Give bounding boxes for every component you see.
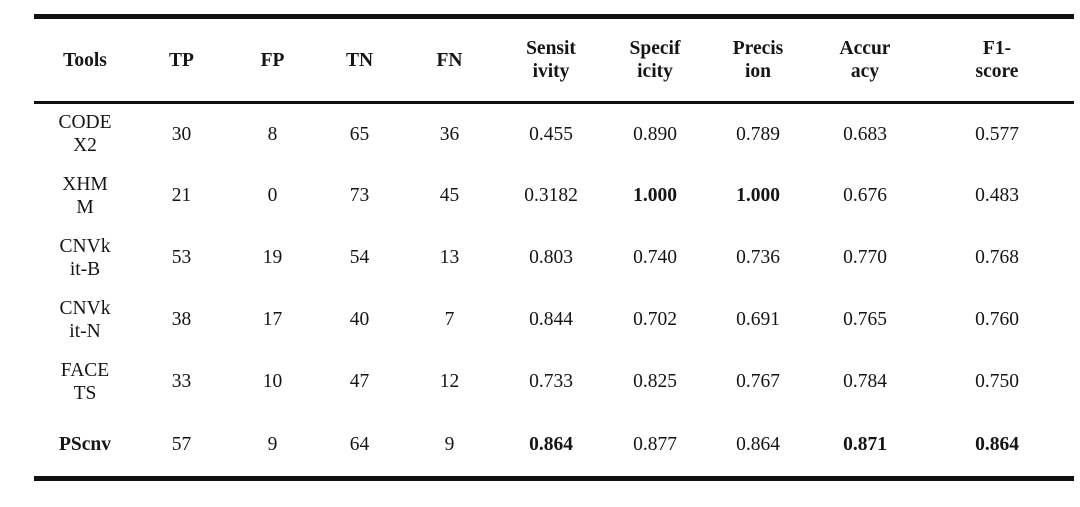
cell-tool: CNVk it-B — [59, 235, 111, 280]
cell-fp: 10 — [262, 371, 283, 392]
cell-tn: 47 — [349, 371, 370, 392]
cell-fp: 19 — [262, 247, 283, 268]
cell-accuracy: 0.676 — [843, 185, 887, 206]
header-tools: Tools — [34, 16, 136, 104]
table-row-cnvkit-n: CNVk it-N 38 17 40 7 0.844 0.702 0.691 0… — [34, 289, 1074, 351]
cell-sensitivity: 0.3182 — [524, 185, 578, 206]
cell-tool: CNVk it-N — [59, 297, 111, 342]
cell-tool: XHM M — [62, 173, 108, 218]
cell-specificity: 0.890 — [633, 123, 677, 145]
header-fn: FN — [401, 16, 498, 104]
cell-sensitivity: 0.455 — [529, 123, 573, 145]
cell-specificity: 0.877 — [633, 433, 677, 455]
table-row-pscnv: PScnv 57 9 64 9 0.864 0.877 0.864 0.871 … — [34, 413, 1074, 479]
cell-tn: 64 — [349, 433, 370, 455]
cell-specificity: 0.702 — [633, 309, 677, 330]
cell-fp: 0 — [267, 185, 278, 206]
cell-tp: 57 — [171, 433, 192, 455]
header-row: Tools TP FP TN FN Sensit ivity Specif ic… — [34, 16, 1074, 104]
cell-f1-score: 0.760 — [975, 309, 1019, 330]
cell-precision: 1.000 — [736, 185, 780, 206]
cell-precision: 0.691 — [736, 309, 780, 330]
cell-fn: 36 — [439, 123, 460, 145]
cell-precision: 0.767 — [736, 371, 780, 392]
header-f1-score: F1- score — [920, 16, 1074, 104]
table-row-xhmm: XHM M 21 0 73 45 0.3182 1.000 1.000 0.67… — [34, 165, 1074, 227]
cell-tp: 33 — [171, 371, 192, 392]
cell-fp: 8 — [267, 123, 278, 145]
cell-specificity: 0.825 — [633, 371, 677, 392]
cell-fp: 17 — [262, 309, 283, 330]
cell-tool: CODE X2 — [58, 112, 112, 157]
cell-f1-score: 0.750 — [975, 371, 1019, 392]
cell-precision: 0.736 — [736, 247, 780, 268]
cell-accuracy: 0.683 — [843, 123, 887, 145]
header-sensitivity: Sensit ivity — [498, 16, 604, 104]
cell-fn: 45 — [439, 185, 460, 206]
table-row-facets: FACE TS 33 10 47 12 0.733 0.825 0.767 0.… — [34, 351, 1074, 413]
cell-fp: 9 — [267, 433, 278, 455]
header-precision: Precis ion — [706, 16, 810, 104]
cell-precision: 0.789 — [736, 123, 780, 145]
cell-specificity: 1.000 — [633, 185, 677, 206]
cell-fn: 13 — [439, 247, 460, 268]
cell-f1-score: 0.864 — [975, 433, 1019, 455]
cell-tn: 65 — [349, 123, 370, 145]
cell-fn: 12 — [439, 371, 460, 392]
cell-specificity: 0.740 — [633, 247, 677, 268]
header-fp: FP — [227, 16, 318, 104]
cell-tn: 73 — [349, 185, 370, 206]
cell-f1-score: 0.768 — [975, 247, 1019, 268]
cell-tn: 40 — [349, 309, 370, 330]
cell-fn: 9 — [444, 433, 455, 455]
cell-sensitivity: 0.844 — [529, 309, 573, 330]
cell-precision: 0.864 — [736, 433, 780, 455]
cell-tool: FACE TS — [60, 359, 110, 404]
cell-accuracy: 0.784 — [843, 371, 887, 392]
cell-accuracy: 0.871 — [843, 433, 887, 455]
header-accuracy: Accur acy — [810, 16, 920, 104]
cell-sensitivity: 0.733 — [529, 371, 573, 392]
header-tp: TP — [136, 16, 227, 104]
cell-accuracy: 0.770 — [843, 247, 887, 268]
cell-accuracy: 0.765 — [843, 309, 887, 330]
cell-tp: 21 — [171, 185, 192, 206]
cell-f1-score: 0.483 — [975, 185, 1019, 206]
cell-tn: 54 — [349, 247, 370, 268]
cell-tp: 38 — [171, 309, 192, 330]
table-row-codex2: CODE X2 30 8 65 36 0.455 0.890 0.789 0.6… — [34, 103, 1074, 165]
cell-tool: PScnv — [58, 433, 111, 455]
cell-sensitivity: 0.803 — [529, 247, 573, 268]
cell-sensitivity: 0.864 — [529, 433, 573, 455]
cell-fn: 7 — [444, 309, 455, 330]
cell-tp: 30 — [171, 123, 192, 145]
cell-f1-score: 0.577 — [975, 123, 1019, 145]
header-specificity: Specif icity — [604, 16, 706, 104]
header-tn: TN — [318, 16, 401, 104]
cell-tp: 53 — [171, 247, 192, 268]
table-row-cnvkit-b: CNVk it-B 53 19 54 13 0.803 0.740 0.736 … — [34, 227, 1074, 289]
results-table: Tools TP FP TN FN Sensit ivity Specif ic… — [34, 14, 1074, 481]
